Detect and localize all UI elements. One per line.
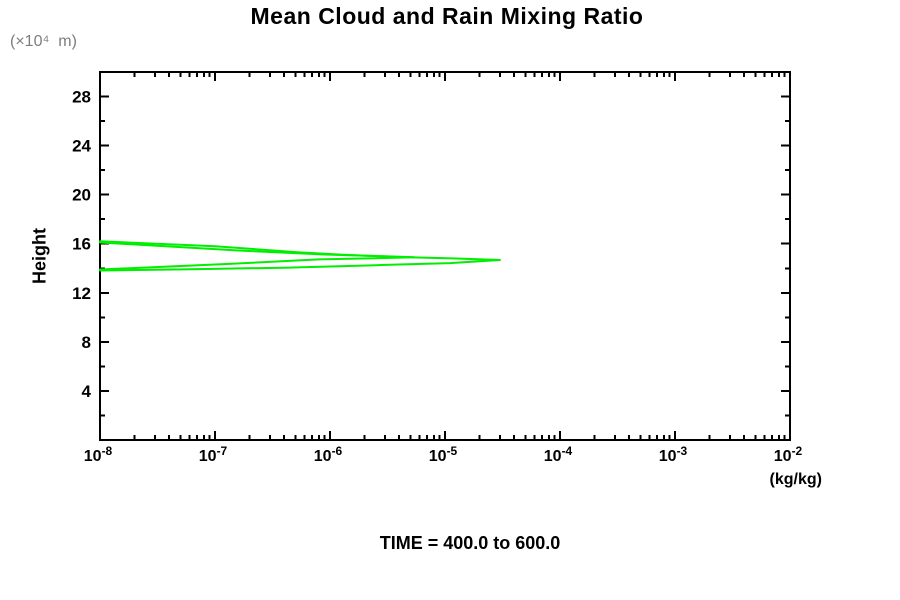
series-line-rain-mixing-ratio-profile [99, 240, 501, 272]
y-axis-tick-label: 20 [72, 186, 91, 205]
x-axis-tick-label: 10-7 [199, 444, 228, 465]
x-axis-tick-label: 10-2 [774, 444, 803, 465]
x-axis-tick-label: 10-5 [429, 444, 458, 465]
x-axis-tick-label: 10-8 [84, 444, 113, 465]
x-axis-tick-label: 10-4 [544, 444, 573, 465]
y-axis-unit-label: (×10⁴ m) [10, 33, 77, 50]
y-axis-tick-label: 8 [82, 333, 91, 352]
x-axis-tick-label: 10-3 [659, 444, 688, 465]
plot-border [99, 71, 791, 441]
y-axis-tick-label: 16 [72, 235, 91, 254]
y-axis-tick-label: 24 [72, 137, 91, 156]
y-axis-tick-label: 12 [72, 284, 91, 303]
y-axis-tick-label: 4 [82, 382, 92, 401]
chart-title: Mean Cloud and Rain Mixing Ratio [250, 3, 644, 29]
x-axis-unit-label: (kg/kg) [769, 471, 822, 488]
time-caption: TIME = 400.0 to 600.0 [379, 533, 561, 553]
series-line-cloud-mixing-ratio-profile [99, 241, 416, 271]
x-axis-tick-label: 10-6 [314, 444, 343, 465]
y-axis-tick-label: 28 [72, 88, 91, 107]
